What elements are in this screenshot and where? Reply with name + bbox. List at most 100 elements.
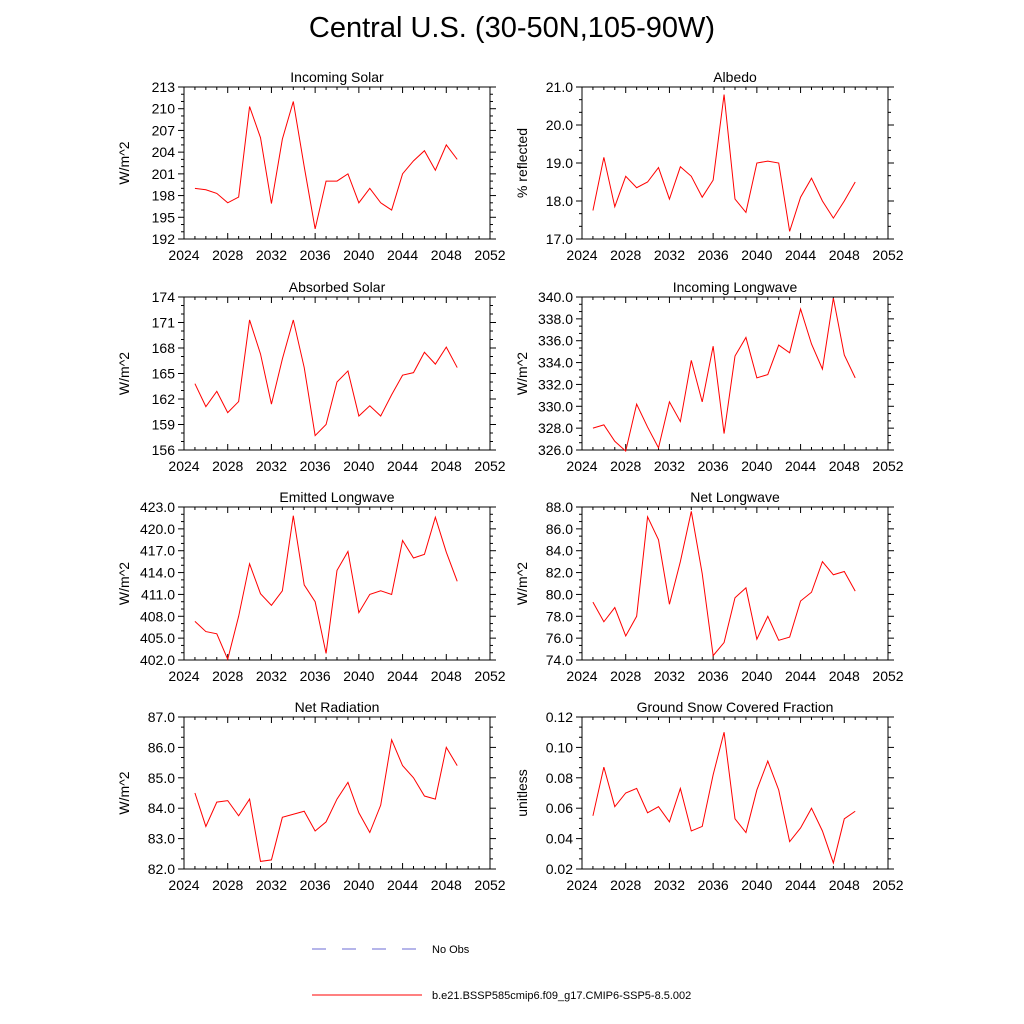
ground-snow-covered-fraction-x-tick-label: 2044 xyxy=(785,877,816,893)
albedo-x-tick-label: 2024 xyxy=(566,247,597,263)
absorbed-solar-y-tick-label: 159 xyxy=(152,417,176,433)
albedo-y-tick-label: 17.0 xyxy=(546,231,573,247)
albedo-y-tick-label: 21.0 xyxy=(546,79,573,95)
emitted-longwave-x-tick-label: 2044 xyxy=(387,668,418,684)
net-longwave-x-tick-label: 2024 xyxy=(566,668,597,684)
absorbed-solar-plot-frame xyxy=(183,296,491,451)
absorbed-solar-x-tick-label: 2032 xyxy=(256,458,287,474)
incoming-longwave-x-tick-label: 2036 xyxy=(698,458,729,474)
incoming-longwave-x-tick-label: 2028 xyxy=(610,458,641,474)
ground-snow-covered-fraction-x-tick-label: 2052 xyxy=(872,877,903,893)
net-longwave-y-tick-label: 78.0 xyxy=(546,608,573,624)
ground-snow-covered-fraction-y-tick-label: 0.04 xyxy=(546,831,573,847)
emitted-longwave-y-axis-label: W/m^2 xyxy=(116,562,132,605)
ground-snow-covered-fraction-x-tick-label: 2032 xyxy=(654,877,685,893)
albedo-x-tick-label: 2036 xyxy=(698,247,729,263)
incoming-solar-y-tick-label: 204 xyxy=(152,144,176,160)
emitted-longwave-x-tick-label: 2028 xyxy=(212,668,243,684)
incoming-solar-panel-title: Incoming Solar xyxy=(290,69,384,85)
net-radiation-x-tick-label: 2040 xyxy=(343,877,374,893)
ground-snow-covered-fraction-panel-title: Ground Snow Covered Fraction xyxy=(637,699,834,715)
albedo-panel-title: Albedo xyxy=(713,69,757,85)
albedo-y-tick-label: 19.0 xyxy=(546,155,573,171)
ground-snow-covered-fraction-x-tick-label: 2024 xyxy=(566,877,597,893)
net-radiation-y-tick-label: 86.0 xyxy=(148,739,175,755)
emitted-longwave-y-tick-label: 402.0 xyxy=(140,652,175,668)
absorbed-solar-x-tick-label: 2040 xyxy=(343,458,374,474)
absorbed-solar-y-tick-label: 174 xyxy=(152,289,176,305)
net-radiation-panel-title: Net Radiation xyxy=(295,699,380,715)
net-longwave-y-tick-label: 88.0 xyxy=(546,499,573,515)
emitted-longwave-y-tick-label: 405.0 xyxy=(140,630,175,646)
net-radiation-series-line xyxy=(194,738,458,862)
figure-title: Central U.S. (30-50N,105-90W) xyxy=(308,12,716,44)
absorbed-solar-y-axis-label: W/m^2 xyxy=(116,352,132,395)
net-radiation-x-tick-label: 2028 xyxy=(212,877,243,893)
net-radiation-plot-frame xyxy=(183,716,491,870)
incoming-solar-x-tick-label: 2048 xyxy=(431,247,462,263)
net-radiation-x-tick-label: 2052 xyxy=(474,877,505,893)
net-radiation-x-tick-label: 2048 xyxy=(431,877,462,893)
ground-snow-covered-fraction-y-tick-label: 0.10 xyxy=(546,739,573,755)
albedo-x-tick-label: 2040 xyxy=(741,247,772,263)
incoming-solar-plot-frame xyxy=(183,86,491,240)
incoming-longwave-y-tick-label: 330.0 xyxy=(538,398,573,414)
emitted-longwave-y-tick-label: 411.0 xyxy=(141,586,175,602)
emitted-longwave-x-tick-label: 2036 xyxy=(300,668,331,684)
absorbed-solar-y-tick-label: 156 xyxy=(152,442,176,458)
incoming-longwave-x-tick-label: 2024 xyxy=(566,458,597,474)
ground-snow-covered-fraction-y-tick-label: 0.12 xyxy=(546,709,573,725)
absorbed-solar-x-tick-label: 2036 xyxy=(300,458,331,474)
absorbed-solar-y-tick-label: 165 xyxy=(152,366,176,382)
ground-snow-covered-fraction-x-tick-label: 2048 xyxy=(829,877,860,893)
ground-snow-covered-fraction-plot-frame xyxy=(581,716,889,870)
emitted-longwave-x-tick-label: 2048 xyxy=(431,668,462,684)
emitted-longwave-x-tick-label: 2040 xyxy=(343,668,374,684)
absorbed-solar-series-line xyxy=(194,319,458,437)
albedo-x-tick-label: 2052 xyxy=(872,247,903,263)
albedo-y-tick-label: 18.0 xyxy=(546,193,573,209)
albedo-x-tick-label: 2044 xyxy=(785,247,816,263)
absorbed-solar-y-tick-label: 171 xyxy=(152,315,176,331)
ground-snow-covered-fraction-y-tick-label: 0.06 xyxy=(546,800,573,816)
albedo-x-tick-label: 2028 xyxy=(610,247,641,263)
net-radiation-y-axis-label: W/m^2 xyxy=(116,771,132,814)
incoming-solar-series-line xyxy=(194,101,458,229)
emitted-longwave-y-tick-label: 408.0 xyxy=(140,608,175,624)
net-longwave-x-tick-label: 2040 xyxy=(741,668,772,684)
ground-snow-covered-fraction-x-tick-label: 2028 xyxy=(610,877,641,893)
ground-snow-covered-fraction-y-axis-label: unitless xyxy=(514,769,530,816)
incoming-longwave-x-tick-label: 2052 xyxy=(872,458,903,474)
absorbed-solar-y-tick-label: 162 xyxy=(152,391,176,407)
incoming-longwave-y-tick-label: 328.0 xyxy=(538,420,573,436)
absorbed-solar-x-tick-label: 2024 xyxy=(168,458,199,474)
absorbed-solar-x-tick-label: 2028 xyxy=(212,458,243,474)
net-longwave-x-tick-label: 2036 xyxy=(698,668,729,684)
emitted-longwave-plot-frame xyxy=(183,506,491,661)
net-radiation-x-tick-label: 2024 xyxy=(168,877,199,893)
incoming-longwave-y-tick-label: 336.0 xyxy=(538,333,573,349)
net-radiation-y-tick-label: 83.0 xyxy=(148,831,175,847)
incoming-solar-x-tick-label: 2024 xyxy=(168,247,199,263)
incoming-solar-y-tick-label: 192 xyxy=(152,231,176,247)
incoming-longwave-y-tick-label: 338.0 xyxy=(538,311,573,327)
net-longwave-series-line xyxy=(592,511,856,657)
emitted-longwave-panel-title: Emitted Longwave xyxy=(279,489,394,505)
ground-snow-covered-fraction-y-tick-label: 0.08 xyxy=(546,770,573,786)
incoming-solar-x-tick-label: 2040 xyxy=(343,247,374,263)
net-longwave-y-axis-label: W/m^2 xyxy=(514,562,530,605)
incoming-solar-y-tick-label: 195 xyxy=(152,209,176,225)
net-longwave-plot-frame xyxy=(581,506,889,661)
albedo-x-tick-label: 2048 xyxy=(829,247,860,263)
net-longwave-x-tick-label: 2028 xyxy=(610,668,641,684)
albedo-plot-frame xyxy=(581,86,889,240)
emitted-longwave-x-tick-label: 2024 xyxy=(168,668,199,684)
incoming-solar-y-tick-label: 207 xyxy=(152,122,176,138)
ground-snow-covered-fraction-y-tick-label: 0.02 xyxy=(546,861,573,877)
albedo-y-tick-label: 20.0 xyxy=(546,117,573,133)
incoming-solar-y-axis-label: W/m^2 xyxy=(116,141,132,184)
incoming-longwave-panel-title: Incoming Longwave xyxy=(673,279,798,295)
incoming-longwave-x-tick-label: 2032 xyxy=(654,458,685,474)
incoming-longwave-y-tick-label: 334.0 xyxy=(538,355,573,371)
